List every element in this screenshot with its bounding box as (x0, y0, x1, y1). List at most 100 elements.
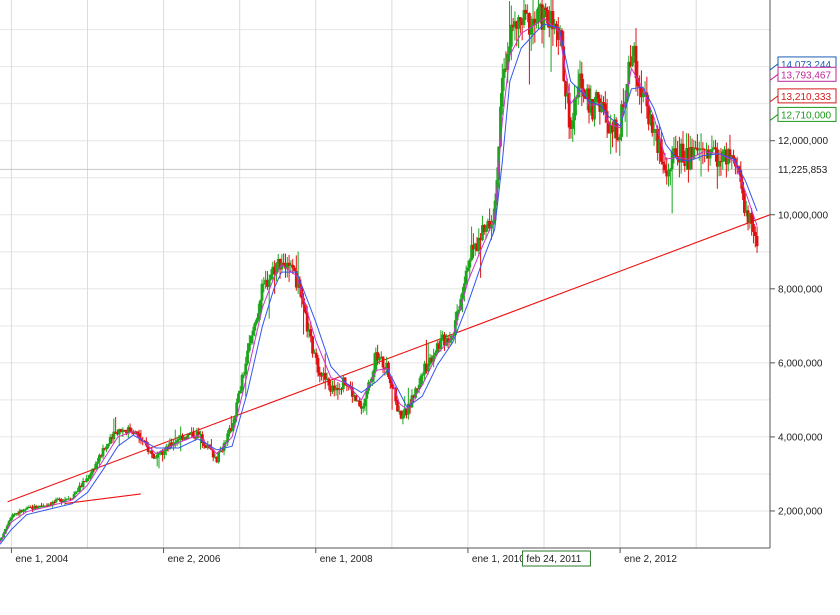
candle (13, 512, 16, 517)
candle-body (641, 93, 645, 98)
candle (284, 253, 287, 278)
candle (269, 269, 273, 281)
candle (609, 114, 613, 155)
candle-body (70, 498, 74, 500)
candle-body (14, 513, 18, 515)
candle-body (444, 338, 448, 346)
candle-body (206, 444, 210, 448)
cursor-date-box[interactable] (521, 550, 591, 567)
candle (721, 148, 725, 170)
candle-body (735, 166, 739, 168)
candle-body (83, 481, 87, 483)
cursor-date-label: feb 24, 2011 (526, 554, 581, 565)
candle (50, 500, 54, 508)
candle-body (518, 17, 522, 22)
candle-body (502, 68, 506, 78)
candle-body (665, 170, 669, 177)
candle (108, 434, 112, 445)
candle-body (311, 336, 314, 354)
candle (372, 353, 376, 383)
candle (20, 509, 24, 513)
candle-body (692, 147, 696, 159)
candle (464, 265, 468, 286)
candle (538, 2, 542, 24)
candle-body (116, 432, 119, 435)
candle-body (65, 498, 69, 500)
candle (244, 356, 248, 397)
candle-body (683, 162, 687, 167)
candle-body (217, 451, 221, 463)
candle (228, 425, 231, 437)
candle-body (524, 9, 528, 14)
candle (661, 151, 665, 174)
candle (128, 423, 132, 433)
candle-body (363, 398, 367, 407)
candle-body (285, 262, 289, 269)
candle (714, 139, 717, 162)
trendline[interactable] (7, 214, 771, 503)
candle-body (365, 390, 369, 399)
candle (153, 456, 157, 459)
candle-body (332, 385, 336, 391)
candle-body (584, 96, 587, 99)
candle (262, 277, 266, 293)
candle-body (406, 403, 410, 415)
candle-body (90, 469, 94, 475)
date-cursor[interactable]: feb 24, 2011 (521, 550, 591, 567)
candle (148, 450, 152, 454)
candle (251, 326, 255, 345)
candle-body (706, 149, 710, 159)
candle-body (479, 237, 483, 241)
candle (659, 132, 663, 165)
candle-body (302, 298, 305, 305)
candle (672, 137, 676, 164)
candle (441, 330, 445, 341)
candle-body (397, 410, 401, 412)
candle-body (434, 352, 437, 356)
candle-body (705, 149, 708, 151)
candle-body (231, 423, 235, 431)
candle (312, 349, 316, 354)
candle (343, 377, 347, 386)
candle-body (746, 210, 750, 223)
candle-body (182, 437, 186, 440)
candle-body (638, 86, 642, 88)
candle (271, 261, 275, 282)
candle-body (320, 375, 324, 377)
candle (665, 157, 669, 185)
candle (195, 427, 199, 440)
candle (520, 18, 524, 41)
candle-body (627, 61, 631, 84)
value-badge: 12,710,000 (769, 106, 837, 122)
candle-body (591, 98, 595, 120)
candle-body (526, 13, 529, 15)
candle-body (383, 367, 387, 370)
candle-body (36, 507, 40, 509)
candle (103, 447, 107, 451)
candle (54, 497, 58, 504)
candle-body (576, 86, 580, 98)
candle-body (697, 149, 701, 151)
trendline[interactable] (64, 493, 141, 505)
candle (29, 505, 33, 509)
candle-body (376, 352, 380, 361)
candle-body (423, 363, 427, 375)
candle-body (484, 227, 488, 233)
candle-body (419, 375, 423, 385)
candle-body (571, 120, 575, 129)
candle-body (255, 319, 258, 324)
candle-body (667, 171, 670, 177)
candle (699, 133, 703, 177)
candle (388, 375, 392, 389)
plot-area[interactable] (0, 0, 770, 548)
candle-body (108, 437, 112, 444)
candle-body (152, 453, 155, 459)
candle-body (94, 463, 98, 470)
value-badge-box (777, 66, 837, 82)
candle (432, 348, 436, 368)
candle (679, 138, 683, 174)
candle (746, 205, 750, 231)
candle-body (97, 455, 101, 462)
